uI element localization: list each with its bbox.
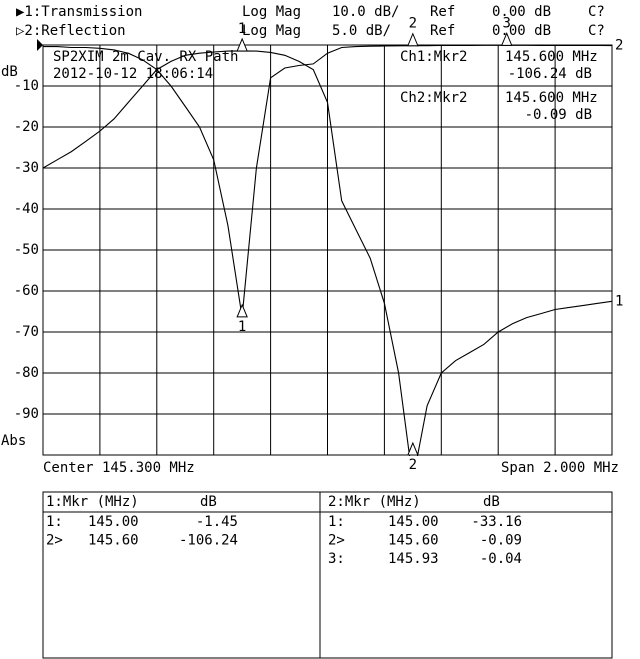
y-axis-label: dB	[1, 64, 18, 80]
marker-id: 2>	[328, 533, 345, 549]
readout-value: -0.09 dB	[525, 107, 592, 123]
marker-table-header: dB	[483, 494, 500, 510]
trace-line	[43, 44, 612, 317]
marker-value: -106.24	[179, 533, 238, 549]
marker-triangle	[236, 37, 248, 52]
header-ref: 0.00 dB	[492, 23, 551, 39]
trace-end-label: 1	[615, 293, 623, 309]
y-tick-label: -30	[14, 160, 39, 176]
marker-label: 1	[238, 21, 246, 37]
marker-value: -0.09	[480, 533, 522, 549]
marker-value: -1.45	[196, 514, 238, 530]
marker-label: 1	[238, 319, 246, 335]
center-label: Center 145.300 MHz	[43, 460, 195, 476]
marker-frequency: 145.00	[388, 514, 439, 530]
header-format: Log Mag	[242, 4, 301, 20]
screen-content: ▶1:Transmission Log Mag 10.0 dB/Ref 0.00 dB…	[1, 4, 623, 659]
marker-frequency: 145.60	[88, 533, 139, 549]
marker-triangle	[407, 441, 419, 456]
readout-frequency: 145.600 MHz	[505, 49, 598, 65]
reference-indicator	[37, 39, 43, 51]
header-trace: ▶1:Transmission	[16, 4, 142, 20]
marker-frequency: 145.60	[388, 533, 439, 549]
marker-id: 2>	[46, 533, 63, 549]
marker-table-header: 2:Mkr (MHz)	[328, 494, 421, 510]
marker-label: 3	[503, 15, 511, 31]
marker-frequency: 145.93	[388, 551, 439, 567]
y-tick-label: -10	[14, 78, 39, 94]
header-cal: C?	[588, 23, 605, 39]
chart-title: SP2XIM 2m Cav. RX Path	[53, 49, 238, 65]
chart-subtitle: 2012-10-12 18:06:14	[53, 66, 213, 82]
header-ref-label: Ref	[430, 4, 455, 20]
readout-value: -106.24 dB	[508, 66, 592, 82]
header-scale: 5.0 dB/	[332, 23, 391, 39]
trace-end-label: 2	[615, 38, 623, 54]
trace-group	[43, 44, 612, 317]
marker-id: 1:	[328, 514, 345, 530]
marker-label: 2	[409, 16, 417, 32]
marker-value: -0.04	[480, 551, 522, 567]
marker-table-box	[319, 491, 613, 659]
marker-id: 1:	[46, 514, 63, 530]
y-tick-label: -70	[14, 324, 39, 340]
marker-id: 3:	[328, 551, 345, 567]
marker-triangle	[236, 303, 248, 318]
marker-frequency: 145.00	[88, 514, 139, 530]
marker-table-header: dB	[200, 494, 217, 510]
header-ref: 0.00 dB	[492, 4, 551, 20]
y-tick-label: -80	[14, 365, 39, 381]
span-label: Span 2.000 MHz	[501, 460, 619, 476]
trace-line	[43, 50, 612, 456]
marker-label: 2	[409, 457, 417, 473]
marker-triangle	[500, 32, 513, 46]
marker-triangle	[407, 32, 419, 47]
y-tick-label: -90	[14, 406, 39, 422]
y-tick-label: -60	[14, 283, 39, 299]
readout-channel: Ch1:Mkr2	[400, 49, 467, 65]
y-tick-label: -40	[14, 201, 39, 217]
y-axis-format: Abs	[1, 433, 26, 449]
header-ref-label: Ref	[430, 23, 455, 39]
header-trace: ▷2:Reflection	[16, 23, 126, 39]
trace-group	[43, 50, 612, 456]
marker-table-box	[42, 491, 321, 659]
y-tick-label: -20	[14, 119, 39, 135]
readout-frequency: 145.600 MHz	[505, 90, 598, 106]
y-tick-label: -50	[14, 242, 39, 258]
marker-table-header: 1:Mkr (MHz)	[46, 494, 139, 510]
header-scale: 10.0 dB/	[332, 4, 399, 20]
readout-channel: Ch2:Mkr2	[400, 90, 467, 106]
header-format: Log Mag	[242, 23, 301, 39]
header-cal: C?	[588, 4, 605, 20]
marker-value: -33.16	[471, 514, 522, 530]
